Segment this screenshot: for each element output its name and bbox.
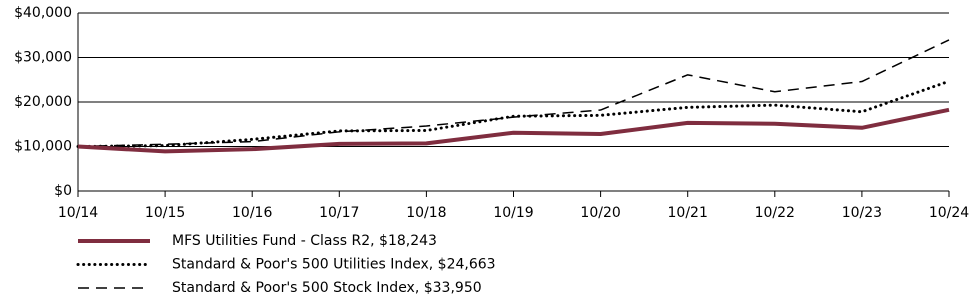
y-tick-label: $0 <box>54 183 72 199</box>
series-line <box>77 39 950 148</box>
x-tick-label: 10/14 <box>58 205 98 221</box>
x-tick-label: 10/20 <box>580 205 620 221</box>
legend-label: Standard & Poor's 500 Stock Index, $33,9… <box>172 280 482 296</box>
legend-label: Standard & Poor's 500 Utilities Index, $… <box>172 257 496 273</box>
y-tick-label: $40,000 <box>14 5 72 21</box>
x-tick-label: 10/17 <box>319 205 359 221</box>
x-tick-label: 10/16 <box>232 205 272 221</box>
series-line <box>77 107 950 154</box>
x-tick-label: 10/23 <box>842 205 882 221</box>
y-tick-label: $20,000 <box>14 94 72 110</box>
x-tick-label: 10/24 <box>929 205 969 221</box>
y-tick-label: $30,000 <box>14 50 72 66</box>
x-tick-label: 10/18 <box>406 205 446 221</box>
x-tick-label: 10/15 <box>145 205 185 221</box>
y-tick-label: $10,000 <box>14 139 72 155</box>
series-line <box>76 79 951 148</box>
x-tick-label: 10/21 <box>668 205 708 221</box>
legend-label: MFS Utilities Fund - Class R2, $18,243 <box>172 233 437 249</box>
x-tick-label: 10/19 <box>493 205 533 221</box>
x-tick-label: 10/22 <box>755 205 795 221</box>
